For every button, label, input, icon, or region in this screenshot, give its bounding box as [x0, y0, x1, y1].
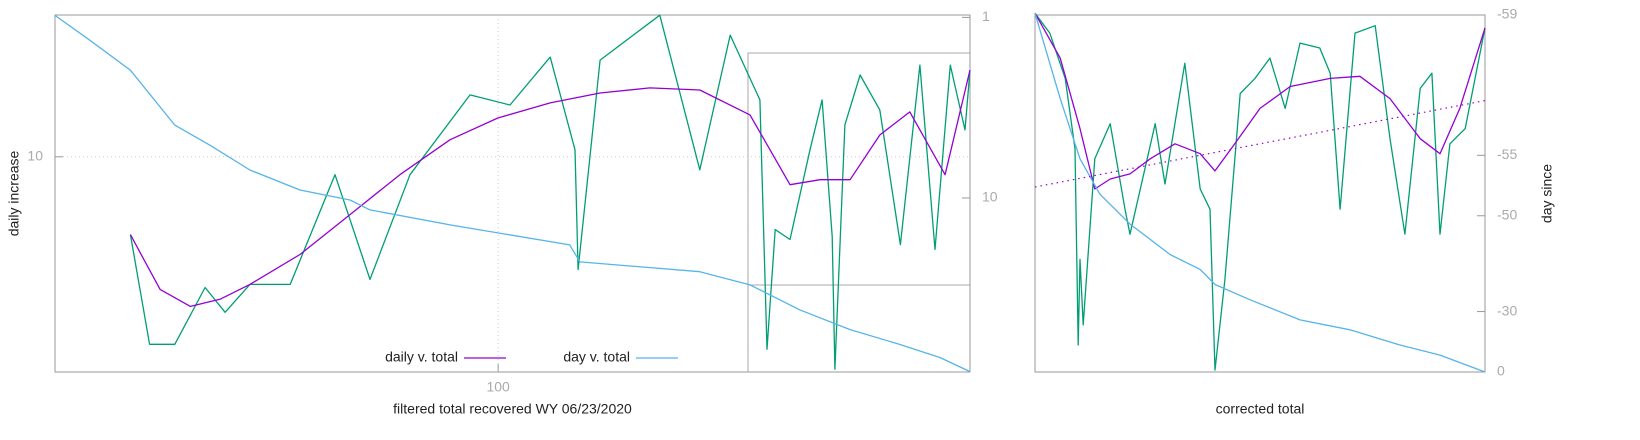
plot-frame: [54, 14, 971, 373]
y2-tick-label: 10: [982, 189, 998, 205]
y2-tick-label: -59: [1497, 6, 1517, 22]
y-axis-label: daily increase: [6, 150, 22, 236]
series-line: [1034, 12, 1486, 190]
y2-tick-label: 0: [1497, 363, 1505, 379]
y2-tick-label: -55: [1497, 146, 1517, 162]
y2-tick-label: 1: [982, 8, 990, 24]
legend-label: daily v. total: [385, 349, 458, 365]
y2-tick-label: -50: [1497, 206, 1517, 222]
x-axis-label: filtered total recovered WY 06/23/2020: [393, 401, 632, 417]
series-line: [129, 69, 971, 308]
series-line: [1034, 12, 1486, 371]
y-tick-label: 10: [27, 147, 43, 163]
series-line: [54, 14, 971, 373]
x-axis-label: corrected total: [1216, 401, 1305, 417]
y2-tick-label: -30: [1497, 302, 1517, 318]
legend-label: day v. total: [563, 349, 630, 365]
x-tick-label: 100: [486, 379, 510, 395]
series-line: [129, 14, 971, 370]
y2-axis-label: day since: [1539, 164, 1555, 223]
inset-frame: [747, 52, 971, 373]
series-line: [1034, 13, 1486, 373]
plot-frame: [1034, 14, 1486, 373]
